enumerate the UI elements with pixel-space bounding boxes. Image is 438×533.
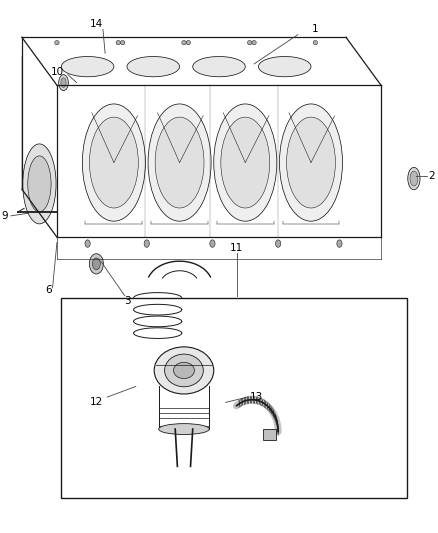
Ellipse shape: [159, 424, 209, 434]
Ellipse shape: [276, 240, 281, 247]
Ellipse shape: [154, 347, 214, 394]
Ellipse shape: [61, 56, 114, 77]
Ellipse shape: [214, 104, 277, 221]
Ellipse shape: [92, 258, 100, 270]
Ellipse shape: [173, 362, 194, 378]
Ellipse shape: [144, 240, 149, 247]
Ellipse shape: [23, 144, 56, 224]
Ellipse shape: [85, 240, 90, 247]
Ellipse shape: [247, 41, 252, 45]
Ellipse shape: [116, 41, 120, 45]
Ellipse shape: [165, 354, 203, 387]
Text: 9: 9: [1, 211, 8, 221]
Ellipse shape: [337, 240, 342, 247]
Text: 3: 3: [124, 296, 131, 306]
Bar: [61, 298, 407, 498]
Ellipse shape: [193, 56, 245, 77]
Text: 13: 13: [250, 392, 263, 402]
Ellipse shape: [89, 117, 138, 208]
Ellipse shape: [408, 167, 420, 190]
Text: 14: 14: [90, 19, 103, 29]
Ellipse shape: [59, 75, 68, 91]
Text: 1: 1: [312, 25, 319, 34]
Ellipse shape: [410, 171, 418, 186]
Ellipse shape: [313, 41, 318, 45]
Text: 11: 11: [230, 243, 243, 253]
Ellipse shape: [221, 117, 270, 208]
Ellipse shape: [127, 56, 180, 77]
Ellipse shape: [155, 117, 204, 208]
Ellipse shape: [258, 56, 311, 77]
Ellipse shape: [82, 104, 145, 221]
Ellipse shape: [286, 117, 336, 208]
Text: 12: 12: [90, 398, 103, 407]
Ellipse shape: [279, 104, 343, 221]
Polygon shape: [263, 429, 276, 440]
Ellipse shape: [28, 156, 51, 212]
Ellipse shape: [210, 240, 215, 247]
Ellipse shape: [252, 41, 256, 45]
Ellipse shape: [182, 41, 186, 45]
Ellipse shape: [148, 104, 211, 221]
Ellipse shape: [120, 41, 125, 45]
Ellipse shape: [55, 41, 59, 45]
Text: 2: 2: [428, 171, 435, 181]
Ellipse shape: [186, 41, 191, 45]
Ellipse shape: [61, 78, 66, 87]
Text: 10: 10: [50, 67, 64, 77]
Ellipse shape: [89, 254, 103, 274]
Text: 6: 6: [45, 286, 52, 295]
